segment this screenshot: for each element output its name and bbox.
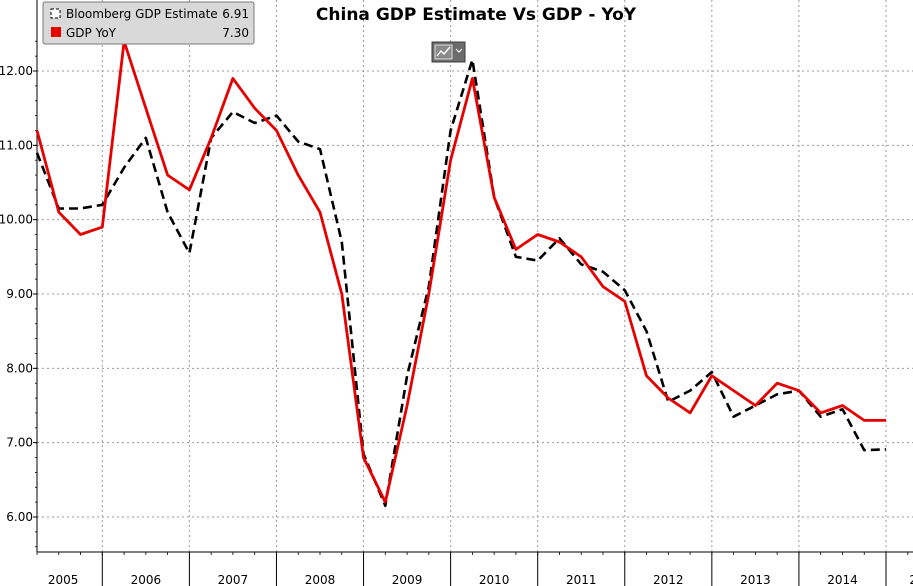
x-tick-label: 201 (909, 573, 913, 586)
y-tick-label: 7.00 (6, 436, 33, 450)
x-tick-label: 2007 (218, 573, 249, 586)
line-chart-icon (436, 46, 451, 57)
grid-layer (37, 0, 913, 552)
series-line-estimate (35, 58, 887, 508)
legend: Bloomberg GDP Estimate 6.91 GDP YoY 7.30 (42, 1, 255, 45)
chart-type-button[interactable] (431, 41, 466, 63)
legend-value-estimate: 6.91 (222, 7, 249, 21)
x-tick-label: 2005 (48, 573, 79, 586)
legend-value-gdp: 7.30 (222, 26, 249, 40)
legend-box (42, 1, 255, 45)
legend-swatch-gdp (51, 27, 61, 37)
x-tick-label: 2006 (131, 573, 162, 586)
y-tick-label: 12.00 (0, 64, 33, 78)
x-tick-label: 2010 (479, 573, 510, 586)
x-tick-label: 2013 (740, 573, 771, 586)
x-tick-label: 2014 (827, 573, 858, 586)
x-tick-label: 2011 (566, 573, 597, 586)
legend-item-gdp[interactable]: GDP YoY 7.30 (51, 26, 249, 40)
legend-label-estimate: Bloomberg GDP Estimate (66, 7, 218, 21)
y-tick-label: 9.00 (6, 287, 33, 301)
y-tick-label: 11.00 (0, 138, 33, 152)
y-tick-label: 10.00 (0, 213, 33, 227)
series-line-gdp (35, 39, 886, 504)
chevron-down-icon[interactable] (455, 48, 463, 53)
x-tick-label: 2012 (653, 573, 684, 586)
series-layer (35, 39, 887, 508)
legend-item-estimate[interactable]: Bloomberg GDP Estimate 6.91 (50, 7, 249, 21)
y-tick-label: 6.00 (6, 510, 33, 524)
line-chart-icon-frame (434, 44, 453, 60)
x-tick-label: 2009 (392, 573, 423, 586)
legend-swatch-estimate (50, 8, 61, 19)
legend-label-gdp: GDP YoY (66, 26, 117, 40)
y-tick-label: 8.00 (6, 361, 33, 375)
chart-title: China GDP Estimate Vs GDP - YoY (316, 5, 637, 25)
x-tick-label: 2008 (305, 573, 336, 586)
